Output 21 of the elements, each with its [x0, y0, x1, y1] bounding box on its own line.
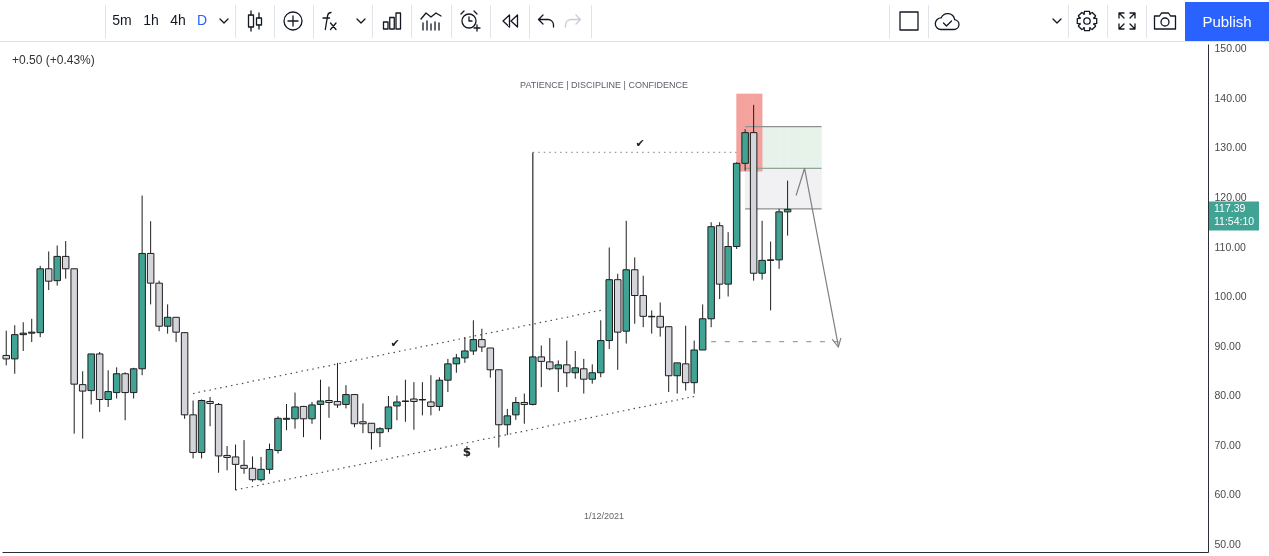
- annotation: $: [462, 445, 472, 459]
- text: 117.39: [1214, 202, 1246, 215]
- y-tick-label: 120.00: [1214, 191, 1247, 203]
- y-tick-label: 70.00: [1214, 438, 1241, 451]
- text: PATIENCE | DISCIPLINE | CONFIDENCE: [520, 80, 688, 91]
- toolbar: 5m 1h 4h D Publish: [0, 0, 1269, 42]
- y-tick-label: 60.00: [1214, 488, 1241, 501]
- y-tick-label: 90.00: [1214, 339, 1241, 352]
- y-tick-label: 50.00: [1214, 537, 1241, 550]
- annotation: +0.50 (+0.43%): [12, 53, 95, 68]
- text: 11:54:10: [1214, 215, 1255, 228]
- y-tick-label: 150.00: [1214, 42, 1247, 55]
- y-tick-label: 110.00: [1214, 240, 1246, 253]
- publish-button: Publish: [1185, 2, 1269, 41]
- y-tick-label: 80.00: [1214, 389, 1241, 402]
- annotation: ✔: [390, 336, 400, 350]
- annotation: ✔: [635, 136, 645, 150]
- y-tick-label: 140.00: [1214, 91, 1247, 104]
- y-tick-label: 100.00: [1214, 290, 1247, 303]
- annotation: 1/12/2021: [583, 511, 625, 522]
- y-tick-label: 130.00: [1214, 141, 1247, 154]
